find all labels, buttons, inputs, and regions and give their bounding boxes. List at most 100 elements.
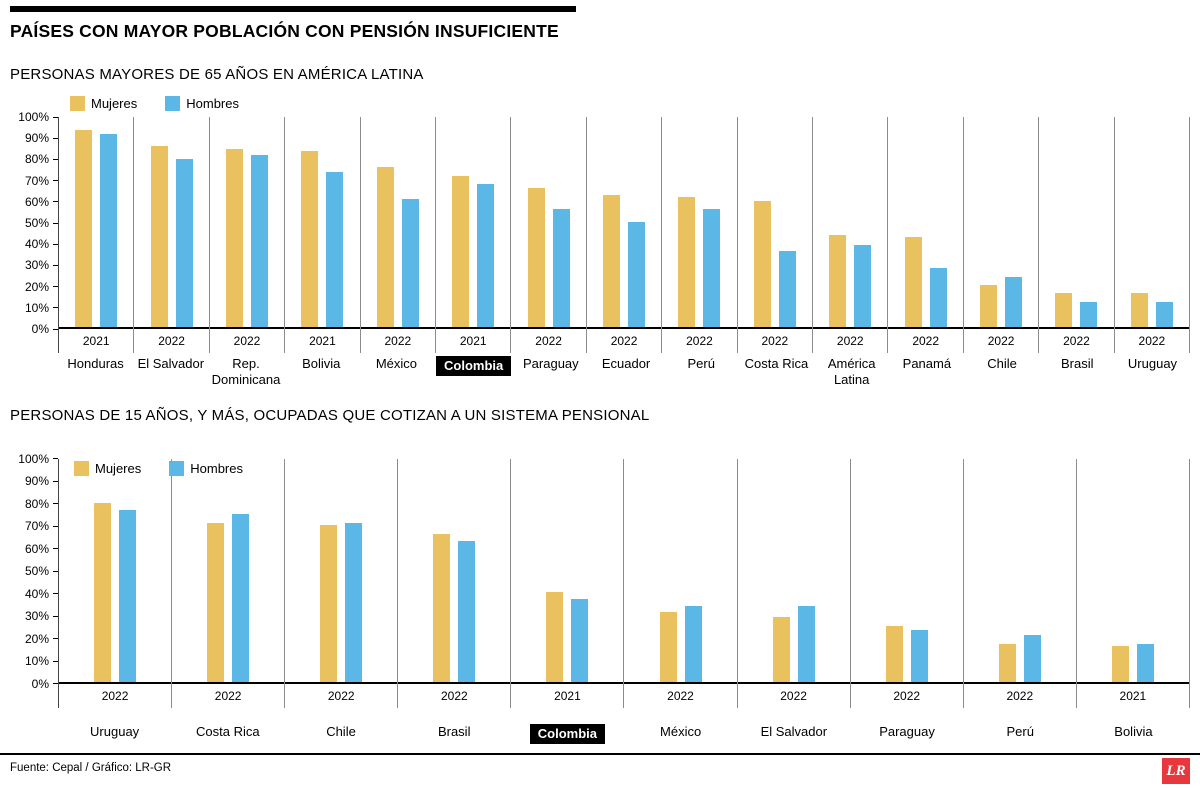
bar-pair [398, 459, 511, 684]
year-label: 2022 [836, 334, 864, 348]
bar-hombres [628, 222, 646, 327]
y-axis-tick-label: 0% [32, 322, 58, 336]
year-label: 2022 [780, 688, 807, 703]
bar-pair [963, 459, 1076, 684]
bar-group: 2022 [59, 458, 173, 708]
bar-group: 2022 [586, 117, 663, 353]
bar-group: 2022 [285, 458, 399, 708]
bar-hombres [1155, 301, 1173, 327]
bar-hombres [345, 523, 363, 682]
bar-mujeres [433, 534, 451, 682]
footer-rule [0, 753, 1200, 755]
country-label: Uruguay [1127, 356, 1178, 371]
year-label: 2022 [761, 334, 789, 348]
bar-hombres [797, 605, 815, 682]
bar-pair [624, 459, 737, 684]
country-label: Honduras [67, 356, 124, 371]
source-note: Fuente: Cepal / Gráfico: LR-GR [10, 762, 172, 774]
y-axis-tick-label: 80% [25, 152, 58, 166]
legend-item: Hombres [165, 96, 239, 111]
bar-pair [1076, 459, 1189, 684]
legend-swatch-mujeres [74, 460, 89, 476]
y-axis-tick-label: 50% [25, 216, 58, 230]
year-label: 2021 [82, 334, 110, 348]
y-axis-tick-label: 10% [25, 301, 58, 315]
y-axis-tick-label: 100% [18, 452, 58, 466]
country-label: Panamá [902, 356, 952, 371]
bar-hombres [684, 605, 702, 682]
bar-group: 2022 [662, 117, 738, 353]
country-label: Paraguay [879, 723, 935, 739]
y-axis-tick-label: 30% [25, 609, 58, 623]
y-axis-tick-label: 60% [25, 542, 58, 556]
bar-pair [59, 117, 134, 329]
country-label: Perú [687, 356, 715, 371]
bar-group: 2021 [436, 117, 512, 353]
bar-group: 2022 [963, 458, 1077, 708]
year-label: 2022 [893, 688, 921, 703]
year-label: 2022 [233, 334, 261, 348]
bar-mujeres [94, 503, 112, 682]
y-axis-tick-label: 80% [25, 497, 58, 511]
year-label: 2021 [309, 334, 336, 348]
y-axis-tick-label: 90% [25, 131, 58, 145]
bar-pair [813, 117, 888, 329]
bar-hombres [119, 509, 137, 682]
country-label: Chile [987, 356, 1017, 371]
legend-swatch-hombres [169, 460, 185, 476]
bar-mujeres [904, 236, 922, 327]
bar-hombres [703, 209, 721, 327]
bar-group: 2022 [172, 458, 286, 708]
year-label: 2022 [101, 688, 129, 703]
legend: Mujeres Hombres [74, 460, 243, 476]
bar-hombres [910, 630, 928, 682]
year-label: 2022 [1006, 688, 1034, 703]
bar-mujeres [546, 592, 564, 682]
bar-mujeres [376, 167, 394, 327]
bar-group: 2022 [850, 458, 964, 708]
bar-mujeres [301, 150, 319, 327]
bar-pair [134, 117, 209, 329]
bar-hombres [1023, 634, 1041, 682]
year-label: 2021 [459, 334, 487, 348]
y-axis-tick-label: 70% [25, 519, 58, 533]
bar-group: 2022 [398, 458, 512, 708]
bar-mujeres [320, 525, 338, 682]
bar-mujeres [885, 625, 903, 682]
y-axis-tick-label: 10% [25, 654, 58, 668]
country-label: Brasil [1061, 356, 1094, 371]
bar-pair [285, 117, 360, 329]
country-label: Brasil [437, 723, 471, 739]
legend-label: Mujeres [95, 460, 142, 476]
year-label: 2022 [440, 688, 468, 703]
country-label: Ecuador [601, 356, 651, 371]
bar-pair [586, 117, 662, 329]
y-axis-tick-label: 50% [25, 564, 58, 578]
bar-pair [737, 117, 813, 329]
year-label: 2022 [535, 334, 562, 348]
y-axis: 100% 90% 80% 70% 60% 50% 40% 30% 20% 10% 0% [10, 452, 58, 691]
bar-hombres [401, 198, 419, 327]
y-axis-tick-label: 60% [25, 195, 58, 209]
y-axis-tick-label: 0% [32, 677, 58, 691]
chart-title-65plus: PERSONAS MAYORES DE 65 AÑOS EN AMÉRICA L… [10, 66, 424, 83]
bar-hombres [251, 154, 269, 327]
bar-mujeres [678, 196, 696, 327]
bar-mujeres [452, 175, 470, 327]
country-label: Perú [1006, 723, 1034, 739]
bar-group: 2022 [511, 117, 587, 353]
y-axis-tick-label: 20% [25, 280, 58, 294]
bar-pair [662, 117, 737, 329]
bar-pair [963, 117, 1039, 329]
bar-hombres [232, 514, 250, 682]
bar-hombres [1080, 301, 1098, 327]
bar-hombres [929, 268, 947, 327]
top-rule [10, 6, 576, 12]
year-label: 2021 [1119, 688, 1147, 703]
footer: Fuente: Cepal / Gráfico: LR-GR LR [0, 753, 1200, 788]
year-label: 2022 [158, 334, 185, 348]
year-label: 2022 [686, 334, 713, 348]
bar-mujeres [226, 148, 244, 327]
year-label: 2022 [667, 688, 694, 703]
bar-pair [209, 117, 285, 329]
